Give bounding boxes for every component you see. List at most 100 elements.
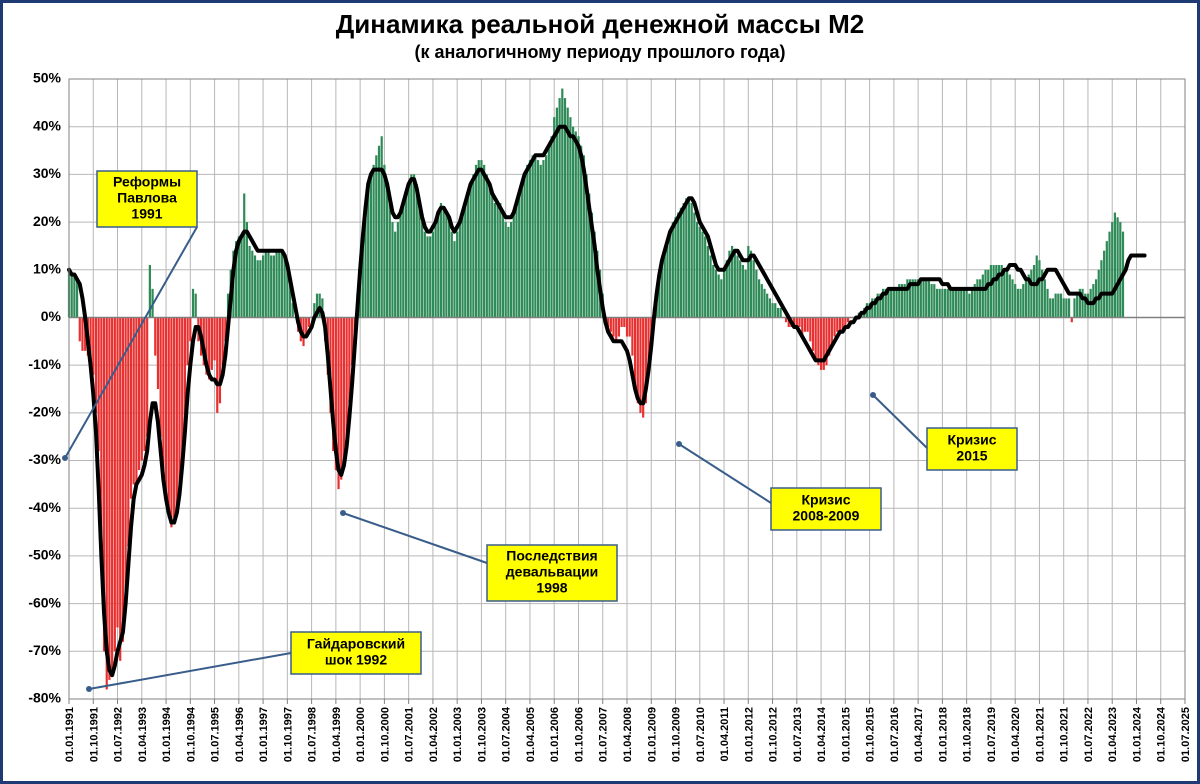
bar <box>146 317 148 436</box>
bar <box>79 317 81 341</box>
bar <box>755 270 757 318</box>
bar <box>720 279 722 317</box>
bar <box>623 317 625 327</box>
bar <box>308 317 310 327</box>
ytick-label: 20% <box>33 213 62 229</box>
bar <box>1038 260 1040 317</box>
bar <box>1049 298 1051 317</box>
bar <box>809 317 811 341</box>
bar <box>812 317 814 350</box>
bar <box>125 317 127 603</box>
bar <box>402 203 404 317</box>
bar <box>1036 255 1038 317</box>
bar <box>389 203 391 317</box>
bar <box>154 317 156 355</box>
bar <box>615 317 617 341</box>
xtick-label: 01.10.2006 <box>573 707 585 762</box>
bar <box>715 270 717 318</box>
bar <box>712 265 714 317</box>
bar <box>518 193 520 317</box>
bar <box>693 213 695 318</box>
annotation-text: 1998 <box>536 580 567 596</box>
bar <box>1006 270 1008 318</box>
bar <box>219 317 221 403</box>
bar <box>683 203 685 317</box>
bar <box>763 289 765 318</box>
bar <box>394 232 396 318</box>
bar <box>1014 284 1016 317</box>
bar <box>529 160 531 317</box>
xtick-label: 01.07.2016 <box>889 707 901 762</box>
bar <box>470 184 472 318</box>
bar <box>1030 270 1032 318</box>
bar <box>162 317 164 470</box>
bar <box>413 174 415 317</box>
bar <box>963 289 965 318</box>
bar <box>734 251 736 318</box>
bar <box>319 294 321 318</box>
bar <box>761 284 763 317</box>
bar <box>259 260 261 317</box>
bar <box>416 184 418 318</box>
bar <box>1106 241 1108 317</box>
bar <box>669 232 671 318</box>
xtick-label: 01.04.2014 <box>816 706 828 762</box>
bar <box>982 275 984 318</box>
ytick-label: -50% <box>28 547 61 563</box>
bar <box>1044 279 1046 317</box>
bar <box>626 317 628 336</box>
bar <box>777 308 779 318</box>
bar <box>440 203 442 317</box>
bar <box>343 317 345 460</box>
bar <box>893 289 895 318</box>
xtick-label: 01.01.2018 <box>937 707 949 762</box>
bar <box>976 279 978 317</box>
bar <box>1117 217 1119 317</box>
bar <box>216 317 218 412</box>
bar <box>1114 213 1116 318</box>
bar <box>429 236 431 317</box>
bar <box>187 317 189 365</box>
bar <box>1119 222 1121 317</box>
xtick-label: 01.04.2008 <box>622 707 634 762</box>
bar <box>1076 294 1078 318</box>
bar <box>957 289 959 318</box>
bar <box>672 222 674 317</box>
bar <box>461 213 463 318</box>
xtick-label: 01.01.2024 <box>1131 706 1143 762</box>
bar <box>1009 275 1011 318</box>
bar <box>532 155 534 317</box>
xtick-label: 01.04.2002 <box>428 707 440 762</box>
xtick-label: 01.01.2009 <box>646 707 658 762</box>
annotation-leader <box>873 395 927 448</box>
bar <box>631 317 633 355</box>
bar <box>1017 289 1019 318</box>
annotation-text: Павлова <box>117 190 177 206</box>
bar <box>391 222 393 317</box>
bar <box>1057 294 1059 318</box>
bar <box>240 236 242 317</box>
bar <box>251 251 253 318</box>
bar <box>523 174 525 317</box>
xtick-label: 01.01.2021 <box>1034 707 1046 762</box>
bar <box>486 174 488 317</box>
bar <box>189 317 191 341</box>
bar <box>629 317 631 336</box>
bar <box>1033 265 1035 317</box>
ytick-label: -40% <box>28 499 61 515</box>
xtick-label: 01.01.2006 <box>549 707 561 762</box>
bar <box>410 174 412 317</box>
bar <box>1046 289 1048 318</box>
ytick-label: 0% <box>41 308 62 324</box>
xtick-label: 01.01.2003 <box>452 707 464 762</box>
bar <box>418 203 420 317</box>
ytick-label: -60% <box>28 594 61 610</box>
bar <box>445 213 447 318</box>
bar <box>281 251 283 318</box>
xtick-label: 01.07.1992 <box>113 707 125 762</box>
bar <box>275 251 277 318</box>
bar <box>745 270 747 318</box>
bar <box>173 317 175 517</box>
bar <box>766 294 768 318</box>
xtick-label: 01.01.2012 <box>743 707 755 762</box>
